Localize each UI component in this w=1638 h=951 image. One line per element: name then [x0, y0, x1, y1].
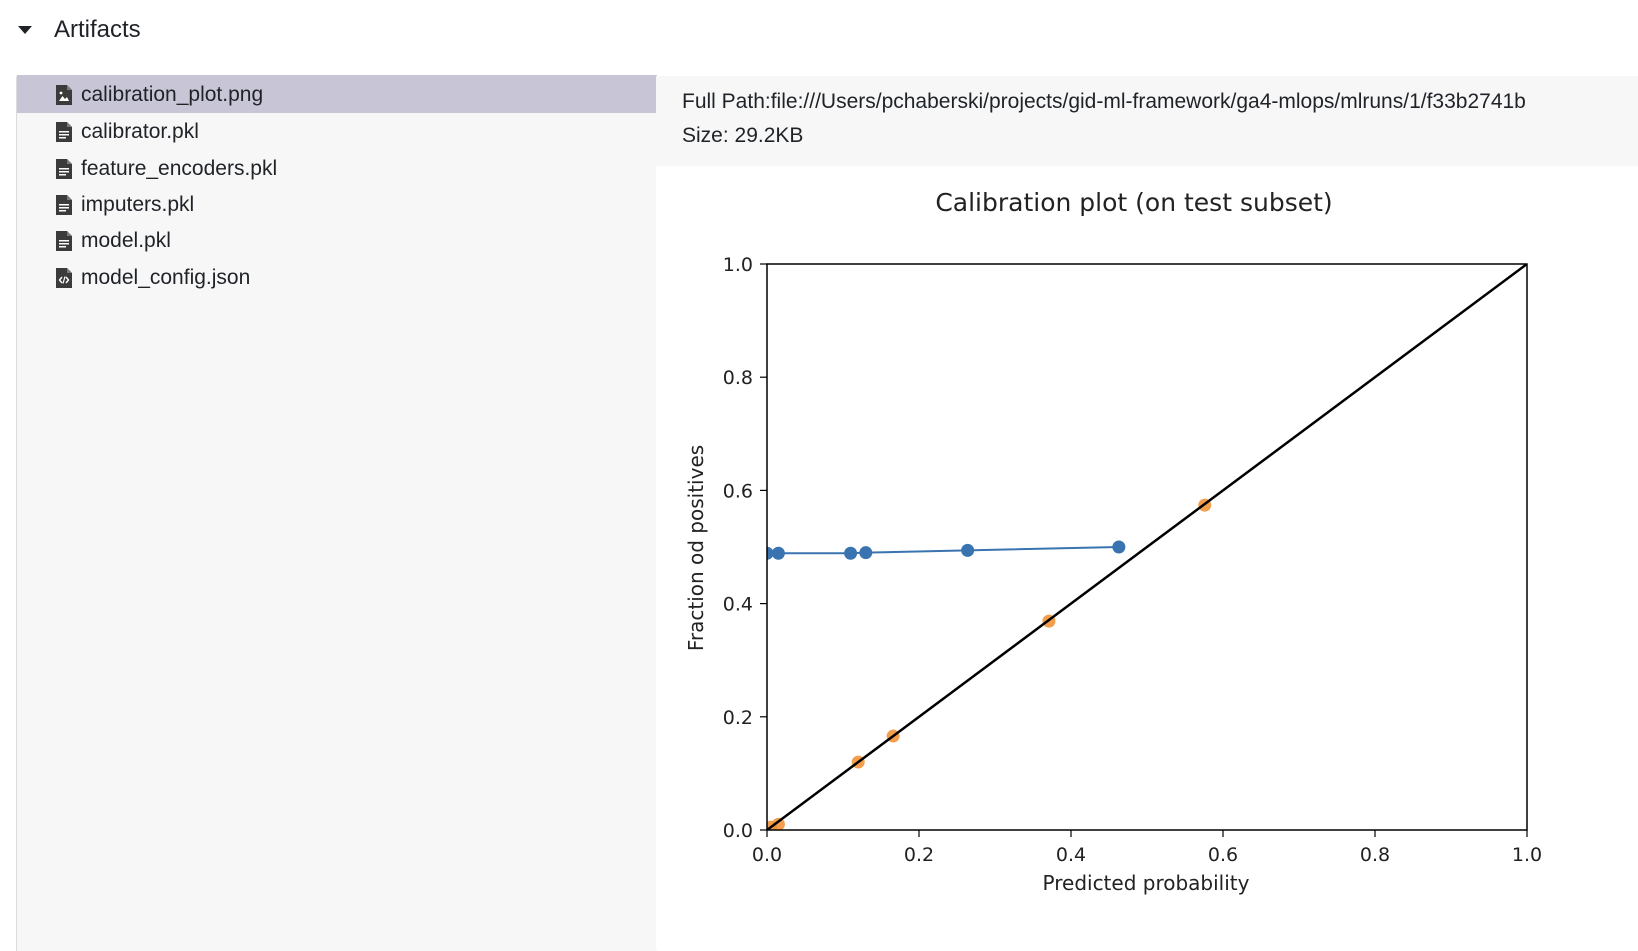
series-line — [767, 546, 1119, 555]
file-icon — [56, 195, 72, 215]
chart-title: Calibration plot (on test subset) — [935, 188, 1332, 217]
y-axis-label: Fraction od positives — [684, 445, 708, 651]
file-icon — [56, 231, 72, 251]
data-point — [771, 546, 785, 560]
data-point — [844, 546, 858, 560]
file-icon — [56, 159, 72, 179]
axes-frame — [766, 263, 1528, 831]
file-tree-item[interactable]: model_config.json — [17, 258, 657, 296]
x-tick-label: 0.6 — [1208, 844, 1238, 866]
data-point — [767, 546, 774, 560]
section-title: Artifacts — [54, 16, 141, 43]
data-point — [859, 546, 873, 560]
y-tick-label: 0.8 — [723, 367, 753, 389]
size-value: 29.2KB — [734, 124, 804, 147]
file-tree-item[interactable]: feature_encoders.pkl — [17, 149, 657, 187]
plot-area: 0.0 0.2 0.4 0.6 0.8 1.0 0.0 0.2 0.4 0.6 0.8 1.0 — [723, 254, 1542, 866]
y-tick-label: 0.4 — [723, 594, 753, 616]
file-tree-item[interactable]: imputers.pkl — [17, 185, 657, 223]
file-tree-item[interactable]: calibrator.pkl — [17, 112, 657, 150]
image-file-icon — [56, 85, 72, 105]
full-path-value: file:///Users/pchaberski/projects/gid-ml… — [770, 90, 1526, 113]
data-point — [1112, 540, 1126, 554]
size-label: Size: — [682, 124, 729, 147]
file-name-label: calibrator.pkl — [81, 120, 199, 143]
x-tick-label: 0.0 — [752, 844, 782, 866]
file-name-label: model.pkl — [81, 229, 171, 252]
x-tick-label: 0.2 — [904, 844, 934, 866]
y-tick-label: 0.2 — [723, 707, 753, 729]
file-name-label: imputers.pkl — [81, 193, 195, 216]
artifact-metadata: Full Path:file:///Users/pchaberski/proje… — [656, 76, 1638, 166]
x-axis-label: Predicted probability — [1043, 871, 1250, 895]
file-tree-item[interactable]: model.pkl — [17, 221, 657, 259]
collapse-caret-icon[interactable] — [18, 26, 32, 34]
file-icon — [56, 122, 72, 142]
full-path-label: Full Path: — [682, 90, 771, 113]
data-point — [771, 817, 785, 830]
full-path-line: Full Path:file:///Users/pchaberski/proje… — [682, 90, 1526, 114]
artifact-preview-panel: Full Path:file:///Users/pchaberski/proje… — [656, 76, 1638, 950]
artifact-file-tree: calibration_plot.png calibrator.pkl featur… — [16, 75, 657, 951]
size-line: Size: 29.2KB — [682, 124, 803, 148]
plot-series-group — [767, 264, 1527, 830]
code-file-icon — [56, 268, 72, 288]
x-tick-label: 0.8 — [1360, 844, 1390, 866]
perfect-calibration-line — [767, 264, 1527, 830]
calibration-plot-image: Calibration plot (on test subset) 0.0 0.2… — [684, 188, 1542, 895]
file-name-label: feature_encoders.pkl — [81, 157, 278, 180]
y-tick-label: 0.6 — [723, 480, 753, 502]
artifacts-section-header: Artifacts — [0, 0, 1638, 62]
y-tick-label: 0.0 — [723, 820, 753, 842]
y-tick-label: 1.0 — [723, 254, 753, 276]
file-name-label: model_config.json — [81, 266, 251, 289]
file-tree-item[interactable]: calibration_plot.png — [17, 75, 657, 113]
x-tick-label: 0.4 — [1056, 844, 1086, 866]
x-tick-label: 1.0 — [1512, 844, 1542, 866]
data-point — [961, 543, 975, 557]
file-name-label: calibration_plot.png — [81, 83, 264, 106]
